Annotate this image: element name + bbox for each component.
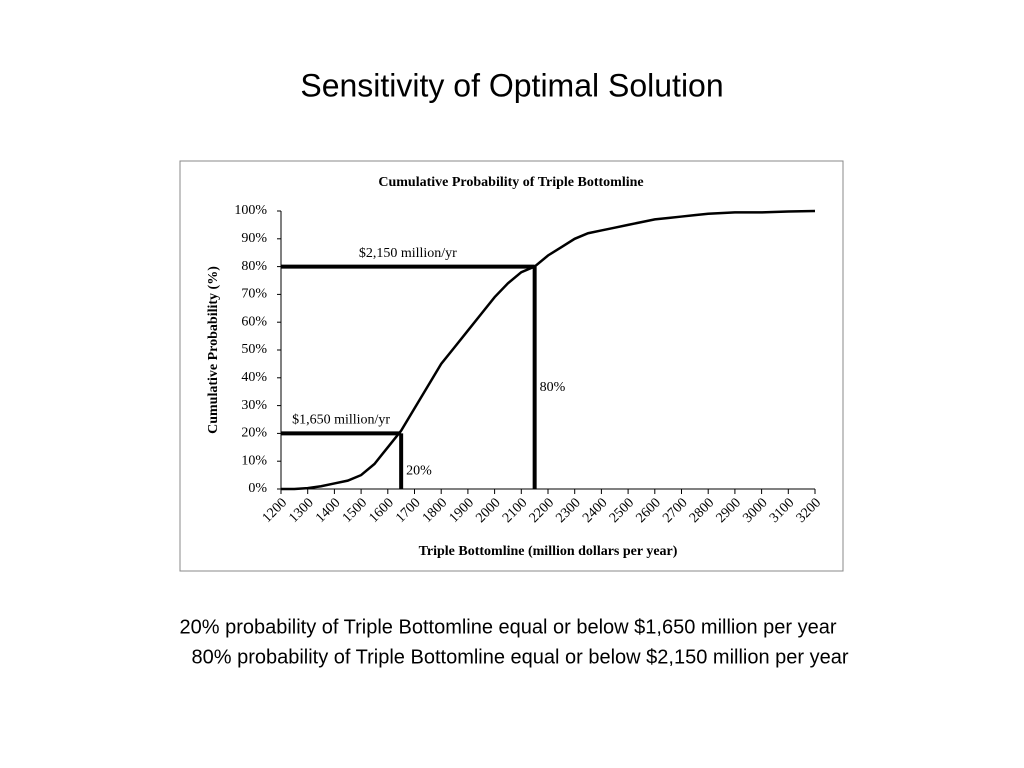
annotation: 80%	[540, 380, 566, 395]
y-tick-label: 20%	[241, 426, 267, 441]
y-tick-label: 0%	[248, 481, 267, 496]
caption: 80% probability of Triple Bottomline equ…	[191, 646, 848, 668]
y-tick-label: 40%	[241, 370, 267, 385]
chart: Cumulative Probability of Triple Bottoml…	[179, 160, 844, 572]
chart-frame	[179, 160, 844, 572]
slide-title: Sensitivity of Optimal Solution	[300, 67, 723, 103]
annotation: $1,650 million/yr	[292, 413, 390, 428]
y-axis-label: Cumulative Probability (%)	[206, 266, 221, 434]
y-tick-label: 50%	[241, 342, 267, 357]
y-tick-label: 90%	[241, 231, 267, 246]
annotation: 20%	[406, 463, 432, 478]
chart-title: Cumulative Probability of Triple Bottoml…	[378, 175, 643, 190]
annotation: $2,150 million/yr	[359, 246, 457, 261]
y-tick-label: 10%	[241, 453, 267, 468]
caption: 20% probability of Triple Bottomline equ…	[179, 616, 836, 638]
y-tick-label: 100%	[234, 203, 267, 218]
line	[281, 209, 816, 491]
y-tick-label: 70%	[241, 287, 267, 302]
y-tick-label: 30%	[241, 398, 267, 413]
y-tick-label: 80%	[241, 259, 267, 274]
x-axis-label: Triple Bottomline (million dollars per y…	[419, 544, 678, 559]
y-tick-label: 60%	[241, 314, 267, 329]
